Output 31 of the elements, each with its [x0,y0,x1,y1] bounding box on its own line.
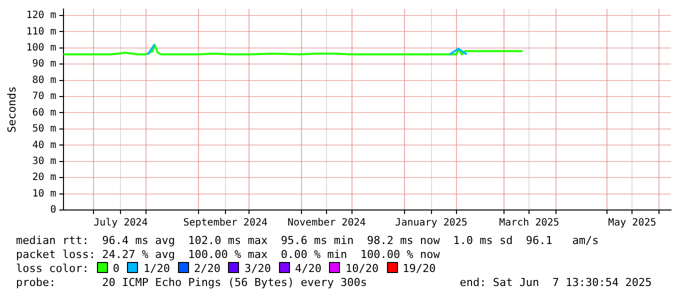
y-tick-label: 110 m [26,26,56,38]
x-tick-label: May 2025 [608,218,656,229]
y-tick-label: 100 m [26,42,56,54]
x-tick-label: July 2024 [94,218,148,229]
legend-label: 10/20 [345,262,379,275]
y-tick-label: 20 m [32,172,56,184]
legend-label: 2/20 [194,262,220,275]
y-tick-label: 30 m [32,156,56,167]
text: probe: 20 ICMP Echo Pings (56 Bytes) every 300s end: Sat Jun 7 13:30:54 2025 [16,276,652,290]
y-tick-label: 70 m [32,91,56,102]
text: median rtt: 96.4 ms avg 102.0 ms max 95.6 ms min 98.2 ms now 1.0 ms sd 96.1 am/s [16,234,599,248]
legend-label: 4/20 [294,262,322,275]
x-tick-label: March 2025 [499,218,560,229]
x-tick-label: November 2024 [287,218,366,229]
legend-label: 1/20 [143,262,170,275]
legend-title: loss color: [16,262,89,275]
y-tick-label: 90 m [32,58,56,70]
y-tick-label: 60 m [32,107,56,118]
legend-label: 0 [112,262,120,275]
legend-label: 3/20 [244,262,271,275]
x-tick-label: January 2025 [395,218,468,229]
text: packet loss: 24.27 % avg 100.00 % max 0.00 % min 100.00 % now [16,248,440,262]
y-tick-label: 50 m [32,124,56,135]
y-tick-label: 0 [50,204,56,216]
y-tick-label: 10 m [32,188,56,200]
y-tick-label: 40 m [32,140,56,151]
y-tick-label: 80 m [32,74,56,86]
y-tick-label: 120 m [26,10,56,22]
y-axis-title: Seconds [5,86,18,133]
x-tick-label: September 2024 [183,218,268,229]
legend-label: 19/20 [402,262,436,275]
